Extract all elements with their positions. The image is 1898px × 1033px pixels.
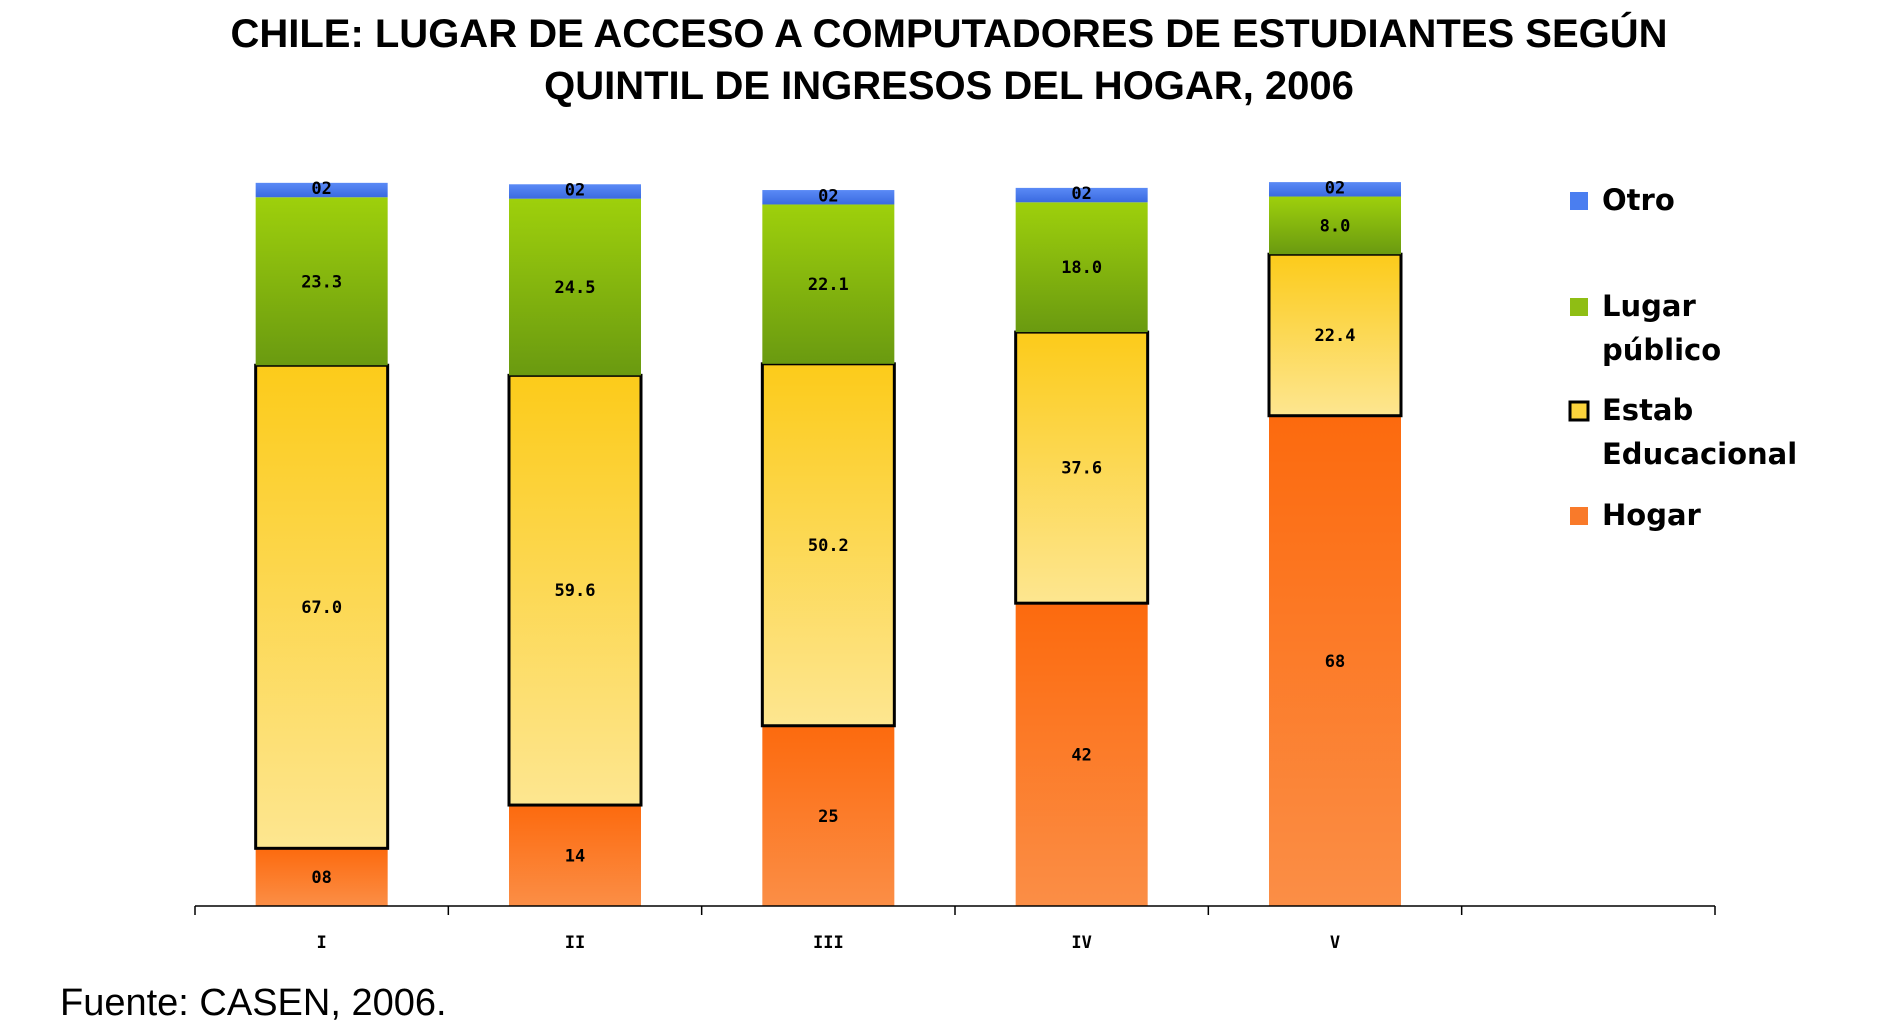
x-tick-label-iii: III (813, 933, 844, 953)
bars-layer: 08 67.0 23.3 02 14 59.6 24.5 02 25 50.2 22.1 02 42 37… (254, 178, 1403, 906)
source-note: Fuente: CASEN, 2006. (60, 982, 447, 1024)
bar-segment-hogar-iii (762, 725, 895, 906)
data-label-hogar-v: 68 (1325, 652, 1345, 672)
bar-segment-estab-educacional-ii (507, 373, 643, 807)
legend-label-lugar-publico-line-1: Lugar (1602, 289, 1696, 323)
x-tick-label-ii: II (565, 933, 585, 953)
data-label-lugar-publico-i: 23.3 (301, 272, 342, 292)
bar-segment-lugar-publico-ii (509, 198, 641, 376)
legend-label-lugar-publico-line-2: público (1602, 333, 1721, 367)
bar-segment-hogar-i (255, 848, 388, 906)
data-label-lugar-publico-v: 8.0 (1320, 216, 1351, 236)
data-label-hogar-i: 08 (311, 868, 331, 888)
data-label-estab-educacional-ii: 59.6 (555, 581, 596, 601)
data-label-otro-iv: 02 (1071, 184, 1091, 204)
data-label-hogar-ii: 14 (565, 847, 585, 867)
bar-segment-otro-ii (509, 184, 641, 199)
data-label-otro-iii: 02 (818, 186, 838, 206)
legend-label-estab-educacional-line-1: Estab (1602, 393, 1693, 427)
data-label-estab-educacional-i: 67.0 (301, 598, 342, 618)
bar-segment-estab-educacional-v (1267, 252, 1403, 418)
bar-segment-estab-educacional-iii (760, 362, 896, 728)
bar-segment-otro-i (255, 182, 388, 198)
legend-label-otro: Otro (1602, 183, 1675, 217)
data-label-lugar-publico-ii: 24.5 (555, 278, 596, 298)
bar-segment-lugar-publico-iii (762, 204, 895, 364)
chart-title-line-2: QUINTIL DE INGRESOS DEL HOGAR, 2006 (544, 64, 1354, 108)
legend-swatch-hogar (1570, 507, 1588, 525)
data-label-hogar-iv: 42 (1071, 746, 1091, 766)
legend: Otro Lugar público Estab Educacional Hogar (1568, 183, 1797, 532)
legend-label-estab-educacional-line-2: Educacional (1602, 437, 1797, 471)
x-axis: I II III IV V (194, 905, 1716, 953)
bar-segment-lugar-publico-v (1269, 196, 1401, 255)
x-tick-label-v: V (1330, 933, 1340, 953)
x-tick-label-iv: IV (1071, 933, 1091, 953)
x-tick-label-i: I (317, 933, 327, 953)
bar-segment-lugar-publico-iv (1015, 202, 1148, 333)
data-label-hogar-iii: 25 (818, 807, 838, 827)
legend-swatch-lugar-publico (1570, 298, 1588, 316)
legend-swatch-otro (1570, 192, 1588, 210)
data-label-estab-educacional-v: 22.4 (1315, 326, 1356, 346)
bar-segment-otro-iii (762, 190, 895, 205)
legend-label-hogar: Hogar (1602, 498, 1702, 532)
data-label-estab-educacional-iv: 37.6 (1061, 459, 1102, 479)
chart-title-line-1: CHILE: LUGAR DE ACCESO A COMPUTADORES DE… (230, 12, 1668, 56)
data-label-otro-i: 02 (311, 179, 331, 199)
bar-segment-estab-educacional-i (254, 363, 390, 850)
data-label-lugar-publico-iii: 22.1 (808, 275, 849, 295)
bar-segment-estab-educacional-iv (1014, 330, 1150, 605)
data-label-estab-educacional-iii: 50.2 (808, 536, 849, 556)
data-label-otro-ii: 02 (565, 180, 585, 200)
bar-segment-otro-iv (1015, 187, 1148, 203)
bar-segment-hogar-ii (509, 805, 641, 906)
bar-segment-hogar-v (1269, 415, 1401, 906)
bar-segment-otro-v (1269, 182, 1401, 197)
bar-segment-lugar-publico-i (255, 197, 388, 366)
data-label-lugar-publico-iv: 18.0 (1061, 258, 1102, 278)
data-label-otro-v: 02 (1325, 178, 1345, 198)
bar-segment-hogar-iv (1015, 603, 1148, 906)
legend-swatch-estab-educacional (1568, 400, 1590, 422)
chart-title: CHILE: LUGAR DE ACCESO A COMPUTADORES DE… (0, 8, 1898, 112)
